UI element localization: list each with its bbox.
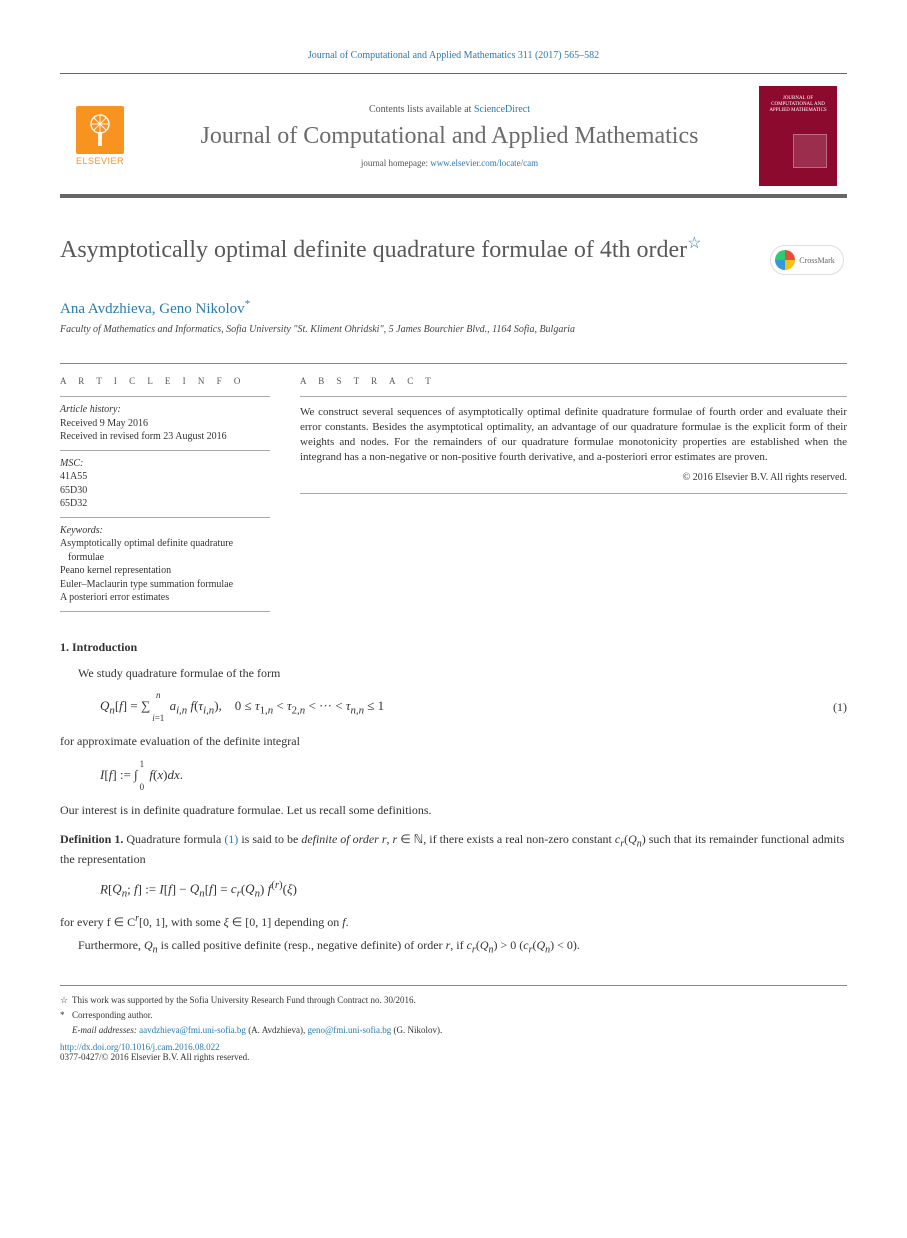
- elsevier-logo[interactable]: ELSEVIER: [70, 86, 130, 186]
- def1-p4: for every f ∈ Cr[0, 1], with some ξ ∈ [0…: [60, 912, 847, 931]
- eq1-number: (1): [817, 699, 847, 716]
- top-citation: Journal of Computational and Applied Mat…: [60, 50, 847, 61]
- def1-text-a: Quadrature formula: [123, 832, 224, 846]
- homepage-prefix: journal homepage:: [361, 158, 430, 168]
- journal-cover-thumb[interactable]: JOURNAL OF COMPUTATIONAL AND APPLIED MAT…: [759, 86, 837, 186]
- affiliation: Faculty of Mathematics and Informatics, …: [60, 324, 847, 335]
- fn2-text: Corresponding author.: [72, 1010, 153, 1020]
- email-label: E-mail addresses:: [72, 1025, 137, 1035]
- keywords-block: Keywords: Asymptotically optimal definit…: [60, 517, 270, 612]
- keyword: Peano kernel representation: [60, 564, 270, 578]
- msc-code: 65D32: [60, 497, 270, 511]
- section-heading: 1. Introduction: [60, 640, 847, 655]
- authors: Ana Avdzhieva, Geno Nikolov*: [60, 298, 847, 318]
- cover-thumb-title: JOURNAL OF COMPUTATIONAL AND APPLIED MAT…: [765, 96, 831, 114]
- email-who-1: (A. Avdzhieva),: [246, 1025, 308, 1035]
- sciencedirect-link[interactable]: ScienceDirect: [474, 104, 530, 115]
- msc-block: MSC: 41A55 65D30 65D32: [60, 450, 270, 511]
- intro-p1: We study quadrature formulae of the form: [60, 665, 847, 682]
- homepage-line: journal homepage: www.elsevier.com/locat…: [160, 158, 739, 168]
- article-title: Asymptotically optimal definite quadratu…: [60, 234, 747, 265]
- email-link-1[interactable]: aavdzhieva@fmi.uni-sofia.bg: [139, 1025, 246, 1035]
- abstract-column: A B S T R A C T We construct several seq…: [300, 376, 847, 612]
- corresponding-mark[interactable]: *: [245, 298, 251, 310]
- equation-1: Qn[f] = ∑ni=1 ai,n f(τi,n), 0 ≤ τ1,n < τ…: [100, 691, 847, 723]
- citation-link[interactable]: Journal of Computational and Applied Mat…: [308, 50, 599, 61]
- msc-code: 65D30: [60, 484, 270, 498]
- body-text: We study quadrature formulae of the form…: [60, 665, 847, 958]
- elsevier-tree-icon: [76, 106, 124, 154]
- fn-mark-asterisk: *: [60, 1009, 72, 1022]
- article-info-heading: A R T I C L E I N F O: [60, 376, 270, 386]
- doi-block: http://dx.doi.org/10.1016/j.cam.2016.08.…: [60, 1042, 847, 1062]
- contents-available: Contents lists available at ScienceDirec…: [160, 104, 739, 115]
- p4-a: for every f ∈ C: [60, 915, 135, 929]
- article-info-column: A R T I C L E I N F O Article history: R…: [60, 376, 270, 612]
- received-date: Received 9 May 2016: [60, 417, 270, 431]
- keyword: A posteriori error estimates: [60, 591, 270, 605]
- history-label: Article history:: [60, 403, 270, 417]
- msc-code: 41A55: [60, 470, 270, 484]
- title-footnote-mark[interactable]: ☆: [687, 235, 701, 252]
- eq1-math: Qn[f] = ∑ni=1 ai,n f(τi,n), 0 ≤ τ1,n < τ…: [100, 691, 817, 723]
- intro-p2: for approximate evaluation of the defini…: [60, 733, 847, 750]
- fn-mark-star: ☆: [60, 994, 72, 1007]
- msc-label: MSC:: [60, 457, 270, 471]
- equation-3: R[Qn; f] := I[f] − Qn[f] = cr(Qn) f(r)(ξ…: [100, 878, 847, 902]
- crossmark-icon: [775, 250, 795, 270]
- journal-header: ELSEVIER Contents lists available at Sci…: [60, 73, 847, 198]
- eq-ref-link[interactable]: (1): [224, 832, 238, 846]
- cover-decoration: [793, 134, 827, 168]
- def1-label: Definition 1.: [60, 832, 123, 846]
- contents-prefix: Contents lists available at: [369, 104, 474, 115]
- crossmark-badge[interactable]: CrossMark: [767, 240, 847, 280]
- abstract-heading: A B S T R A C T: [300, 376, 847, 386]
- elsevier-wordmark: ELSEVIER: [76, 156, 124, 166]
- eq3-math: R[Qn; f] := I[f] − Qn[f] = cr(Qn) f(r)(ξ…: [100, 878, 847, 902]
- keyword: Euler–Maclaurin type summation formulae: [60, 578, 270, 592]
- email-link-2[interactable]: geno@fmi.uni-sofia.bg: [308, 1025, 392, 1035]
- fn1-text: This work was supported by the Sofia Uni…: [72, 995, 416, 1005]
- abstract-copyright: © 2016 Elsevier B.V. All rights reserved…: [300, 472, 847, 483]
- revised-date: Received in revised form 23 August 2016: [60, 430, 270, 444]
- doi-link[interactable]: http://dx.doi.org/10.1016/j.cam.2016.08.…: [60, 1042, 220, 1052]
- footnotes: ☆This work was supported by the Sofia Un…: [60, 985, 847, 1036]
- definition-1: Definition 1. Quadrature formula (1) is …: [60, 831, 847, 868]
- eq2-math: I[f] := ∫10 f(x)dx.: [100, 760, 847, 792]
- equation-2: I[f] := ∫10 f(x)dx.: [100, 760, 847, 792]
- issn-copyright: 0377-0427/© 2016 Elsevier B.V. All right…: [60, 1052, 249, 1062]
- keywords-label: Keywords:: [60, 524, 270, 538]
- email-who-2: (G. Nikolov).: [391, 1025, 442, 1035]
- author-link[interactable]: Ana Avdzhieva, Geno Nikolov: [60, 301, 245, 317]
- homepage-link[interactable]: www.elsevier.com/locate/cam: [430, 158, 538, 168]
- def1-text-b: is said to be: [238, 832, 301, 846]
- keyword: Asymptotically optimal definite quadratu…: [60, 537, 270, 564]
- abstract-text: We construct several sequences of asympt…: [300, 405, 847, 464]
- p4-b: [0, 1], with some ξ ∈ [0, 1] depending o…: [139, 915, 349, 929]
- history-block: Article history: Received 9 May 2016 Rec…: [60, 396, 270, 444]
- def1-p5: Furthermore, Qn is called positive defin…: [60, 937, 847, 957]
- title-text: Asymptotically optimal definite quadratu…: [60, 237, 687, 263]
- crossmark-label: CrossMark: [799, 256, 835, 265]
- intro-p3: Our interest is in definite quadrature f…: [60, 802, 847, 819]
- journal-name: Journal of Computational and Applied Mat…: [160, 123, 739, 151]
- def1-em: definite of order r: [301, 832, 386, 846]
